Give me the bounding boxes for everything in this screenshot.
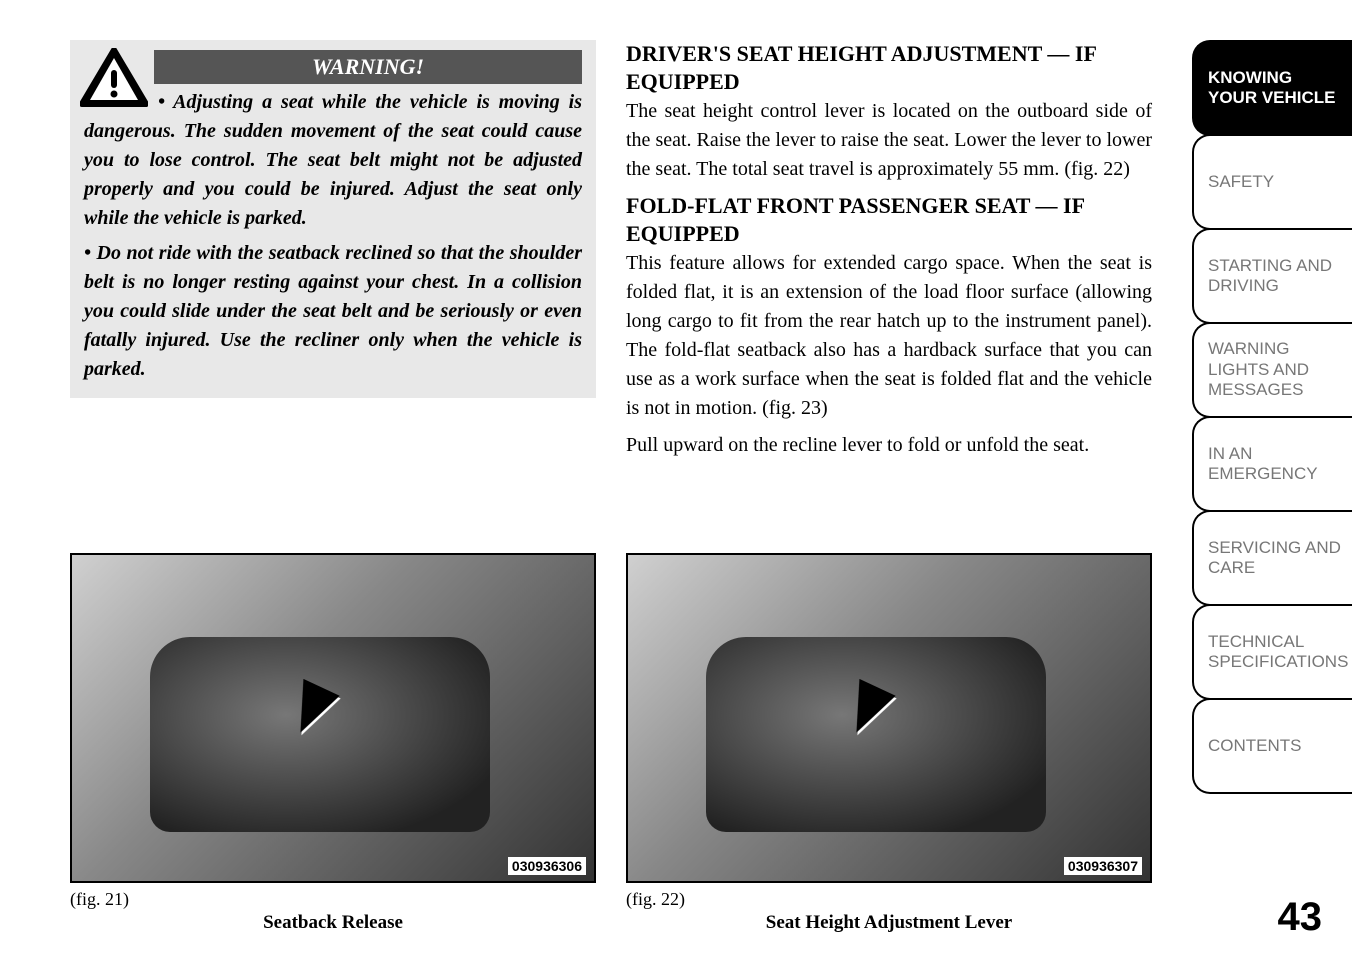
figure-22-image: 030936307 — [626, 553, 1152, 883]
figure-22-block: 030936307 (fig. 22) Seat Height Adjustme… — [626, 553, 1152, 934]
figure-21-code: 030936306 — [508, 857, 586, 875]
tab-knowing-vehicle[interactable]: KNOWING YOUR VEHICLE — [1192, 40, 1352, 136]
warning-bullet-2: • Do not ride with the seatback reclined… — [84, 239, 582, 384]
para-pull-upward: Pull upward on the recline lever to fold… — [626, 431, 1152, 460]
tab-servicing[interactable]: SERVICING AND CARE — [1192, 510, 1352, 606]
warning-triangle-icon — [80, 48, 148, 108]
page: WARNING! • Adjusting a seat while the ve… — [0, 0, 1352, 954]
warning-header: WARNING! — [154, 50, 582, 84]
tab-contents[interactable]: CONTENTS — [1192, 698, 1352, 794]
content-area: WARNING! • Adjusting a seat while the ve… — [70, 40, 1322, 934]
warning-box: WARNING! • Adjusting a seat while the ve… — [70, 40, 596, 398]
para-driver-seat-height: The seat height control lever is located… — [626, 97, 1152, 184]
heading-fold-flat: FOLD-FLAT FRONT PASSENGER SEAT — IF EQUI… — [626, 192, 1152, 247]
figure-22-label: (fig. 22) — [626, 889, 1152, 910]
tab-emergency[interactable]: IN AN EMERGENCY — [1192, 416, 1352, 512]
side-tabs: KNOWING YOUR VEHICLE SAFETY STARTING AND… — [1192, 40, 1352, 792]
heading-driver-seat-height: DRIVER'S SEAT HEIGHT ADJUSTMENT — IF EQU… — [626, 40, 1152, 95]
figure-22-caption: Seat Height Adjustment Lever — [626, 912, 1152, 934]
figure-21-image: 030936306 — [70, 553, 596, 883]
warning-bullet-1: • Adjusting a seat while the vehicle is … — [84, 88, 582, 233]
tab-warning-lights[interactable]: WARNING LIGHTS AND MESSAGES — [1192, 322, 1352, 418]
figure-21-block: 030936306 (fig. 21) Seatback Release — [70, 553, 596, 934]
figure-22-code: 030936307 — [1064, 857, 1142, 875]
left-column: WARNING! • Adjusting a seat while the ve… — [70, 40, 596, 934]
figure-21-caption: Seatback Release — [70, 912, 596, 934]
para-fold-flat: This feature allows for extended cargo s… — [626, 249, 1152, 423]
figure-21-label: (fig. 21) — [70, 889, 596, 910]
tab-technical[interactable]: TECHNICAL SPECIFICATIONS — [1192, 604, 1352, 700]
tab-starting-driving[interactable]: STARTING AND DRIVING — [1192, 228, 1352, 324]
tab-safety[interactable]: SAFETY — [1192, 134, 1352, 230]
page-number: 43 — [1278, 895, 1323, 940]
